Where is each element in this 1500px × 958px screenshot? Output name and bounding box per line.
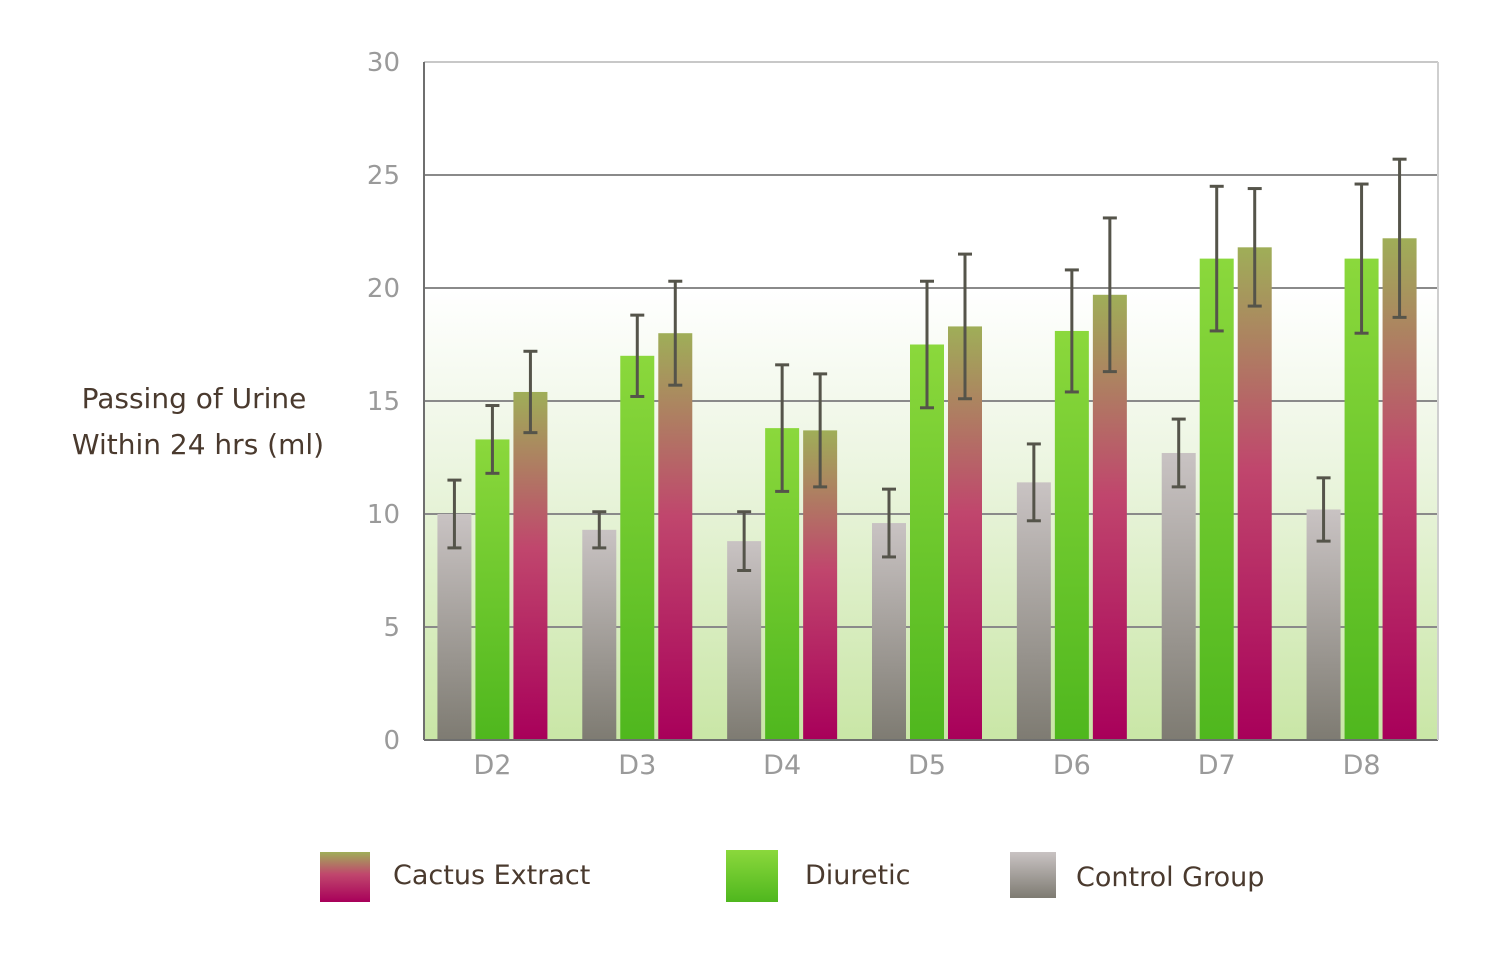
bar-cactus-extract-d3	[658, 333, 693, 740]
error-bar-diuretic-d6	[1064, 268, 1079, 394]
error-bars	[447, 157, 1407, 572]
x-tick-label-d6: D6	[1053, 750, 1091, 781]
error-bar-control-group-d3	[592, 510, 607, 550]
error-bar-cactus-extract-d7	[1247, 187, 1262, 308]
bar-control-group-d2	[437, 514, 472, 740]
bar-control-group-d4	[727, 541, 762, 740]
error-bar-diuretic-d8	[1354, 182, 1369, 335]
bar-diuretic-d5	[910, 344, 944, 740]
y-axis-label-line-2: Within 24 hrs (ml)	[72, 428, 324, 461]
legend-label-diuretic: Diuretic	[805, 860, 910, 891]
bar-diuretic-d8	[1344, 258, 1379, 740]
legend-swatch-diuretic	[726, 850, 778, 902]
error-bar-control-group-d2	[447, 478, 462, 550]
error-bar-cactus-extract-d4	[813, 372, 828, 489]
y-tick-label-20: 20	[367, 274, 400, 304]
bar-control-group-d6	[1016, 482, 1051, 740]
error-bar-cactus-extract-d6	[1102, 216, 1117, 374]
legend-label-cactus-extract: Cactus Extract	[393, 860, 590, 891]
x-tick-label-d2: D2	[473, 750, 511, 781]
bar-diuretic-d7	[1199, 258, 1234, 740]
x-tick-label-d7: D7	[1198, 750, 1236, 781]
bar-diuretic-d3	[620, 355, 655, 740]
bar-diuretic-d2	[475, 439, 510, 740]
x-tick-label-d4: D4	[763, 750, 801, 781]
bar-control-group-d5	[872, 523, 906, 740]
bar-control-group-d3	[582, 529, 617, 740]
error-bar-diuretic-d3	[630, 313, 645, 398]
error-bar-cactus-extract-d2	[523, 349, 538, 435]
y-axis-label-line-1: Passing of Urine	[82, 382, 307, 415]
error-bar-cactus-extract-d3	[668, 279, 683, 387]
error-bar-control-group-d7	[1171, 417, 1186, 489]
legend: Cactus Extract Diuretic Control Group	[320, 850, 1264, 902]
y-tick-label-5: 5	[383, 613, 400, 643]
error-bar-control-group-d5	[882, 487, 896, 559]
error-bar-control-group-d6	[1026, 442, 1041, 523]
y-axis-ticks: 0 5 10 15 20 25 30	[367, 48, 400, 756]
y-tick-label-0: 0	[383, 726, 400, 756]
x-tick-label-d8: D8	[1343, 750, 1381, 781]
x-axis-ticks: D2 D3 D4 D5 D6 D7 D8	[473, 750, 1380, 781]
x-tick-label-d5: D5	[908, 750, 946, 781]
y-tick-label-15: 15	[367, 387, 400, 417]
error-bar-control-group-d8	[1316, 476, 1331, 543]
bar-cactus-extract-d7	[1237, 247, 1272, 740]
error-bar-diuretic-d7	[1209, 184, 1224, 333]
legend-swatch-control-group	[1010, 852, 1056, 898]
error-bar-diuretic-d4	[775, 363, 790, 493]
legend-swatch-cactus-extract	[320, 852, 370, 902]
error-bar-control-group-d4	[737, 510, 752, 572]
y-tick-label-10: 10	[367, 500, 400, 530]
error-bar-diuretic-d5	[920, 279, 934, 410]
error-bar-cactus-extract-d8	[1392, 157, 1407, 319]
y-tick-label-30: 30	[367, 48, 400, 78]
bar-control-group-d8	[1306, 509, 1341, 740]
error-bar-diuretic-d2	[485, 404, 500, 475]
bar-diuretic-d6	[1054, 330, 1089, 740]
y-tick-label-25: 25	[367, 161, 400, 191]
bar-cactus-extract-d8	[1382, 238, 1417, 740]
x-tick-label-d3: D3	[618, 750, 656, 781]
legend-label-control-group: Control Group	[1076, 862, 1264, 893]
bar-cactus-extract-d2	[513, 391, 548, 740]
bars	[437, 238, 1417, 740]
bar-control-group-d7	[1161, 452, 1196, 740]
error-bar-cactus-extract-d5	[958, 252, 972, 401]
